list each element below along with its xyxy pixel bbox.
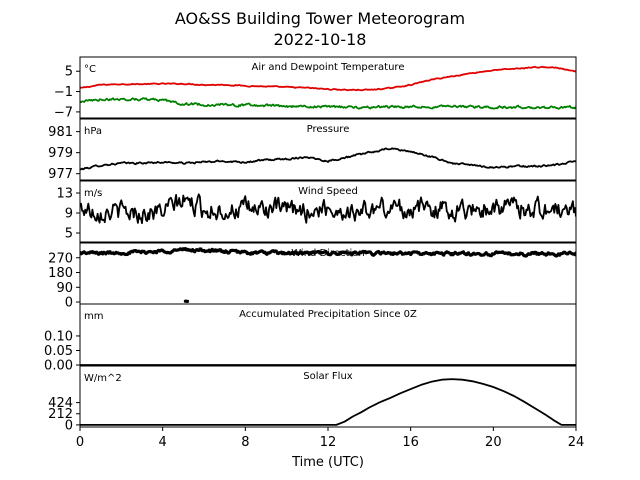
x-axis: 0 4 8 12 16 20 24 — [76, 427, 584, 450]
y-tick-label: 9 — [65, 207, 73, 222]
panel-title: Wind Speed — [298, 186, 358, 197]
unit-label: hPa — [84, 126, 102, 137]
unit-label: m/s — [84, 188, 102, 199]
x-tick-label: 12 — [320, 435, 337, 450]
x-tick-label: 16 — [402, 435, 419, 450]
x-tick-label: 20 — [485, 435, 502, 450]
panels-group: 5 −1 −7 °C Air and Dewpoint Temperature 981 97… — [44, 56, 577, 433]
x-axis-label: Time (UTC) — [291, 455, 364, 470]
panel-title: Pressure — [307, 124, 350, 135]
x-tick-label: 0 — [76, 435, 84, 450]
y-tick-label: −7 — [54, 105, 73, 120]
series-line-1 — [80, 97, 576, 110]
y-tick-label: 979 — [48, 146, 73, 161]
panel-1: 981 979 977 hPa Pressure — [48, 118, 577, 182]
series-line-0 — [80, 147, 576, 171]
panel-2: 13 9 5 m/s Wind Speed — [56, 180, 577, 243]
y-tick-label: 0 — [65, 418, 73, 433]
y-tick-label: 5 — [65, 65, 73, 80]
y-tick-label: 0.00 — [44, 359, 73, 374]
y-tick-label: 981 — [48, 125, 73, 140]
chart-subtitle: 2022-10-18 — [274, 30, 367, 49]
y-tick-label: 270 — [48, 251, 73, 266]
unit-label: W/m^2 — [84, 373, 122, 384]
x-tick-label: 24 — [568, 435, 585, 450]
panel-title: Solar Flux — [303, 371, 353, 382]
panel-title: Accumulated Precipitation Since 0Z — [239, 309, 417, 320]
x-tick-label: 8 — [241, 435, 249, 450]
panel-frame — [79, 180, 577, 243]
panel-title: Air and Dewpoint Temperature — [252, 62, 405, 73]
y-tick-label: 5 — [65, 227, 73, 242]
panel-4: 0.100.050.00 mm Accumulated Precipitation … — [44, 303, 577, 374]
y-tick-label: 90 — [56, 281, 73, 296]
chart-title: AO&SS Building Tower Meteorogram — [175, 9, 465, 28]
panel-frame — [79, 303, 577, 366]
unit-label: mm — [84, 311, 103, 322]
panel-0: 5 −1 −7 °C Air and Dewpoint Temperature — [54, 56, 577, 120]
outlier-point — [185, 299, 190, 303]
x-tick-label: 4 — [159, 435, 167, 450]
y-tick-label: 0.10 — [44, 329, 73, 344]
y-tick-label: 0.05 — [44, 344, 73, 359]
y-tick-label: 977 — [48, 167, 73, 182]
y-tick-label: 424 — [48, 396, 73, 411]
y-tick-label: 13 — [56, 187, 73, 202]
y-tick-label: −1 — [54, 85, 73, 100]
y-tick-label: 180 — [48, 266, 73, 281]
unit-label: °C — [84, 64, 96, 75]
panel-title: Wind Direction — [291, 248, 365, 259]
y-tick-label: 212 — [48, 407, 73, 422]
y-tick-label: 0 — [65, 296, 73, 311]
series-line-0 — [80, 65, 576, 92]
panel-frame — [79, 56, 577, 119]
series-line-0 — [80, 193, 576, 225]
series-points-0 — [80, 247, 576, 258]
series-line-0 — [80, 378, 576, 426]
panel-frame — [79, 118, 577, 181]
